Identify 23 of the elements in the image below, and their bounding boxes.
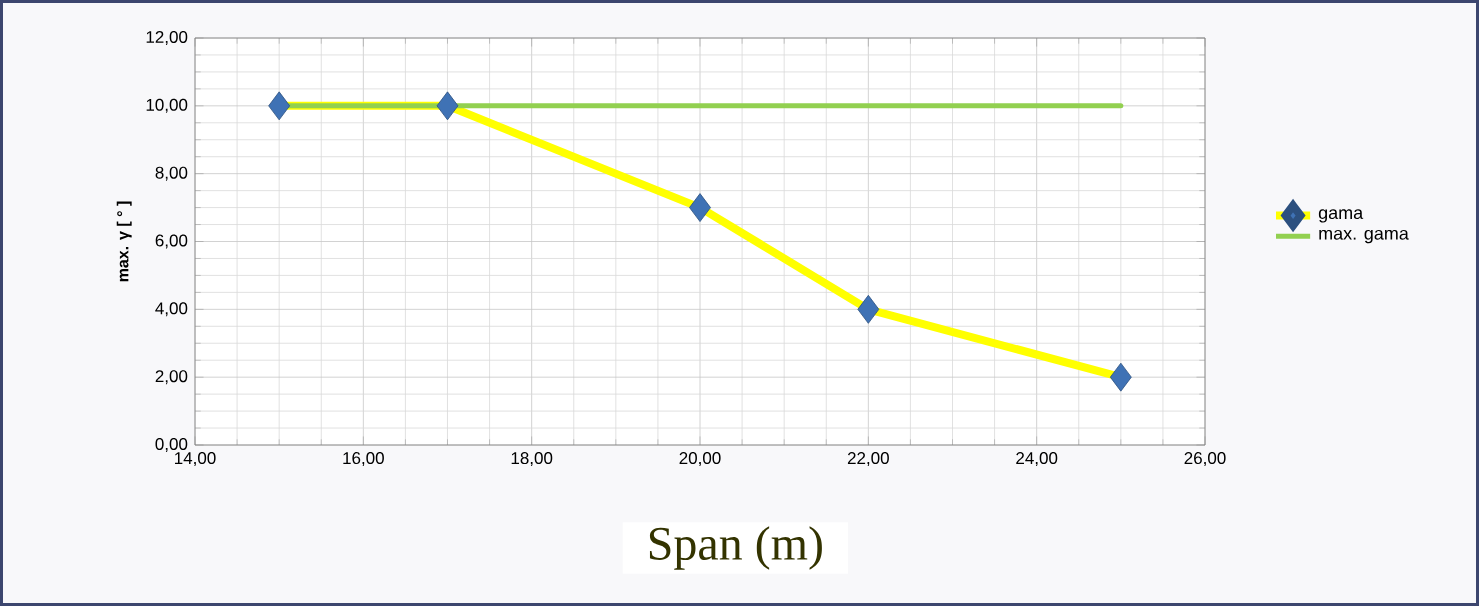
x-tick-label: 26,00 (1184, 452, 1226, 467)
y-tick-label: 2,00 (155, 370, 188, 385)
y-tick-label: 8,00 (155, 166, 188, 181)
point (857, 294, 880, 324)
x-tick-label: 16,00 (343, 452, 384, 467)
x-tick-label: 24,00 (1016, 452, 1058, 467)
y-tick-label: 4,00 (155, 302, 188, 317)
y-tick-label: 6,00 (155, 234, 188, 249)
x-axis-title: Span (m) (649, 526, 822, 570)
legend-label: max. gama (1319, 229, 1409, 244)
x-tick-label: 20,00 (679, 452, 721, 467)
y-tick-label: 12,00 (146, 30, 188, 46)
x-tick-label: 22,00 (847, 452, 889, 467)
y-tick-label: 10,00 (146, 98, 188, 113)
point (268, 91, 291, 121)
y-tick-label: 0,00 (155, 437, 188, 453)
point (689, 193, 711, 222)
point (1109, 362, 1132, 392)
y-axis-title: max. γ [ ° ] (116, 201, 132, 282)
x-tick-label: 18,00 (511, 452, 553, 467)
legend-label: gama (1318, 209, 1364, 223)
point (436, 91, 459, 121)
x-tick-label: 14,00 (175, 452, 216, 467)
